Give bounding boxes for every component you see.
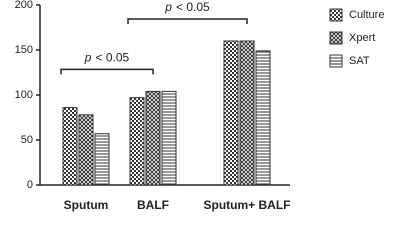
y-tick-label: 0 bbox=[27, 179, 33, 191]
bar bbox=[78, 114, 94, 186]
legend-label: SAT bbox=[349, 55, 370, 67]
significance-label: p < 0.05 bbox=[84, 51, 130, 65]
significance-symbol: p bbox=[164, 0, 172, 14]
significance-bracket bbox=[127, 18, 248, 24]
bar bbox=[94, 133, 110, 186]
y-tick-label: 100 bbox=[15, 89, 33, 101]
bar bbox=[255, 50, 271, 186]
legend-swatch bbox=[329, 31, 343, 45]
legend-label: Culture bbox=[349, 9, 384, 21]
x-tick-label: BALF bbox=[137, 198, 169, 212]
y-tick-label: 50 bbox=[21, 134, 33, 146]
significance-label: p < 0.05 bbox=[164, 0, 210, 14]
bar bbox=[145, 90, 161, 186]
legend-swatch bbox=[329, 8, 343, 22]
y-tick-label: 200 bbox=[15, 0, 33, 11]
x-tick-label: Sputum+ BALF bbox=[204, 198, 291, 212]
significance-bracket bbox=[60, 68, 154, 75]
bar bbox=[62, 107, 78, 186]
significance-text: < 0.05 bbox=[176, 0, 210, 14]
x-tick-label: Sputum bbox=[64, 198, 109, 212]
bar bbox=[161, 90, 177, 186]
bar bbox=[129, 97, 145, 186]
bar bbox=[239, 40, 255, 186]
legend-label: Xpert bbox=[349, 32, 375, 44]
legend-swatch bbox=[329, 54, 343, 68]
bar bbox=[223, 40, 239, 186]
significance-symbol: p bbox=[84, 51, 92, 65]
y-tick-label: 150 bbox=[15, 44, 33, 56]
significance-text: < 0.05 bbox=[95, 51, 129, 65]
